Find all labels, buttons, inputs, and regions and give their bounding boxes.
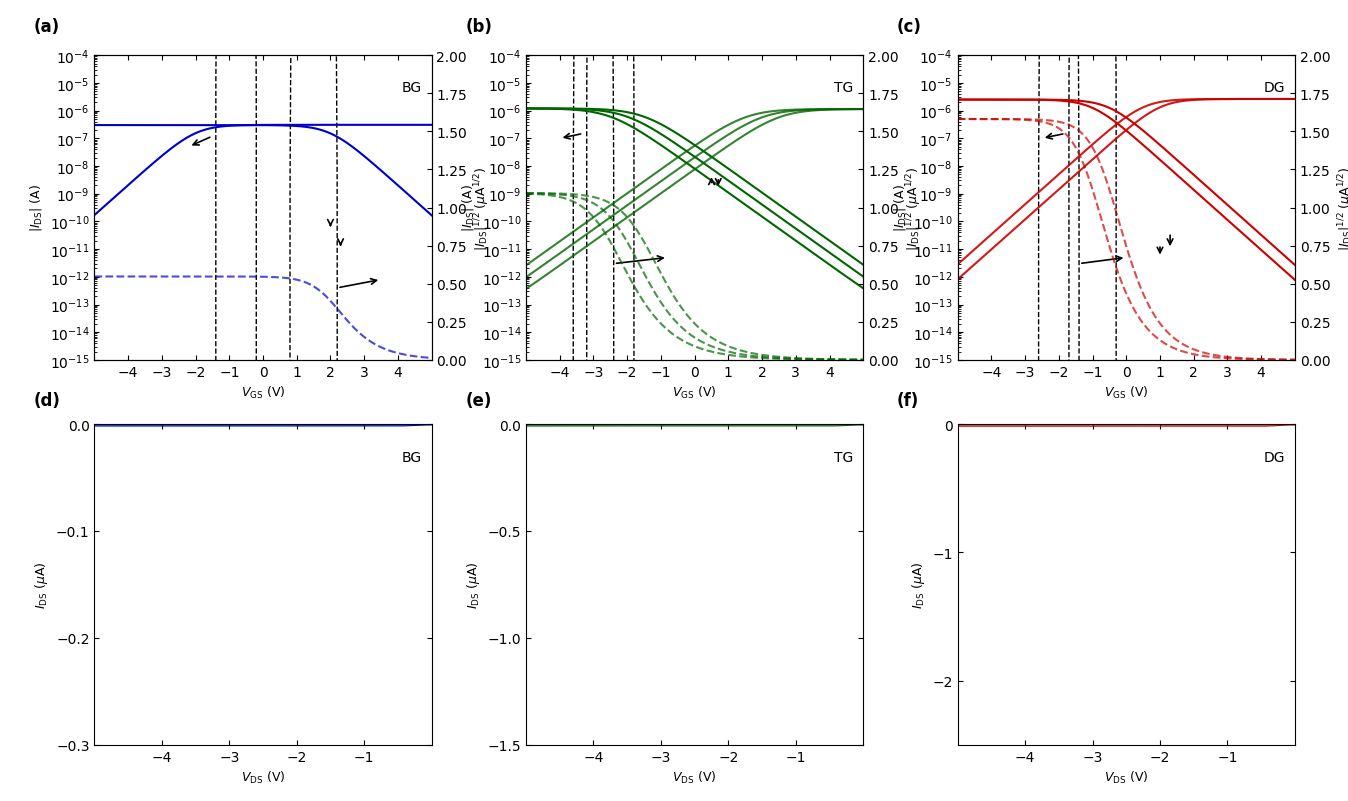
Text: (a): (a) <box>34 18 59 36</box>
X-axis label: $V_{\mathrm{GS}}$ (V): $V_{\mathrm{GS}}$ (V) <box>1104 384 1147 401</box>
Y-axis label: $|I_{\mathrm{DS}}|^{1/2}$ ($\mu$A$^{1/2}$): $|I_{\mathrm{DS}}|^{1/2}$ ($\mu$A$^{1/2}… <box>1336 166 1348 251</box>
X-axis label: $V_{\mathrm{GS}}$ (V): $V_{\mathrm{GS}}$ (V) <box>241 384 284 401</box>
Y-axis label: $I_{\mathrm{DS}}$ ($\mu$A): $I_{\mathrm{DS}}$ ($\mu$A) <box>465 561 481 609</box>
X-axis label: $V_{\mathrm{DS}}$ (V): $V_{\mathrm{DS}}$ (V) <box>673 769 716 786</box>
Text: DG: DG <box>1263 450 1283 464</box>
Y-axis label: $|I_{\mathrm{DS}}|$ (A): $|I_{\mathrm{DS}}|$ (A) <box>891 184 907 232</box>
Text: BG: BG <box>402 80 421 95</box>
X-axis label: $V_{\mathrm{DS}}$ (V): $V_{\mathrm{DS}}$ (V) <box>241 769 284 786</box>
X-axis label: $V_{\mathrm{GS}}$ (V): $V_{\mathrm{GS}}$ (V) <box>673 384 716 401</box>
Text: (f): (f) <box>896 392 918 409</box>
Y-axis label: $|I_{\mathrm{DS}}|$ (A): $|I_{\mathrm{DS}}|$ (A) <box>460 184 476 232</box>
Text: TG: TG <box>833 450 853 464</box>
Text: TG: TG <box>833 80 853 95</box>
Y-axis label: $I_{\mathrm{DS}}$ ($\mu$A): $I_{\mathrm{DS}}$ ($\mu$A) <box>34 561 50 609</box>
Text: (d): (d) <box>34 392 61 409</box>
Y-axis label: $|I_{\mathrm{DS}}|^{1/2}$ ($\mu$A$^{1/2}$): $|I_{\mathrm{DS}}|^{1/2}$ ($\mu$A$^{1/2}… <box>473 166 492 251</box>
Text: DG: DG <box>1263 80 1283 95</box>
Y-axis label: $I_{\mathrm{DS}}$ ($\mu$A): $I_{\mathrm{DS}}$ ($\mu$A) <box>909 561 926 609</box>
X-axis label: $V_{\mathrm{DS}}$ (V): $V_{\mathrm{DS}}$ (V) <box>1104 769 1147 786</box>
Text: BG: BG <box>402 450 421 464</box>
Text: (e): (e) <box>465 392 492 409</box>
Text: (c): (c) <box>896 18 921 36</box>
Y-axis label: $|I_{\mathrm{DS}}|$ (A): $|I_{\mathrm{DS}}|$ (A) <box>28 184 44 232</box>
Y-axis label: $|I_{\mathrm{DS}}|^{1/2}$ ($\mu$A$^{1/2}$): $|I_{\mathrm{DS}}|^{1/2}$ ($\mu$A$^{1/2}… <box>905 166 923 251</box>
Text: (b): (b) <box>465 18 492 36</box>
